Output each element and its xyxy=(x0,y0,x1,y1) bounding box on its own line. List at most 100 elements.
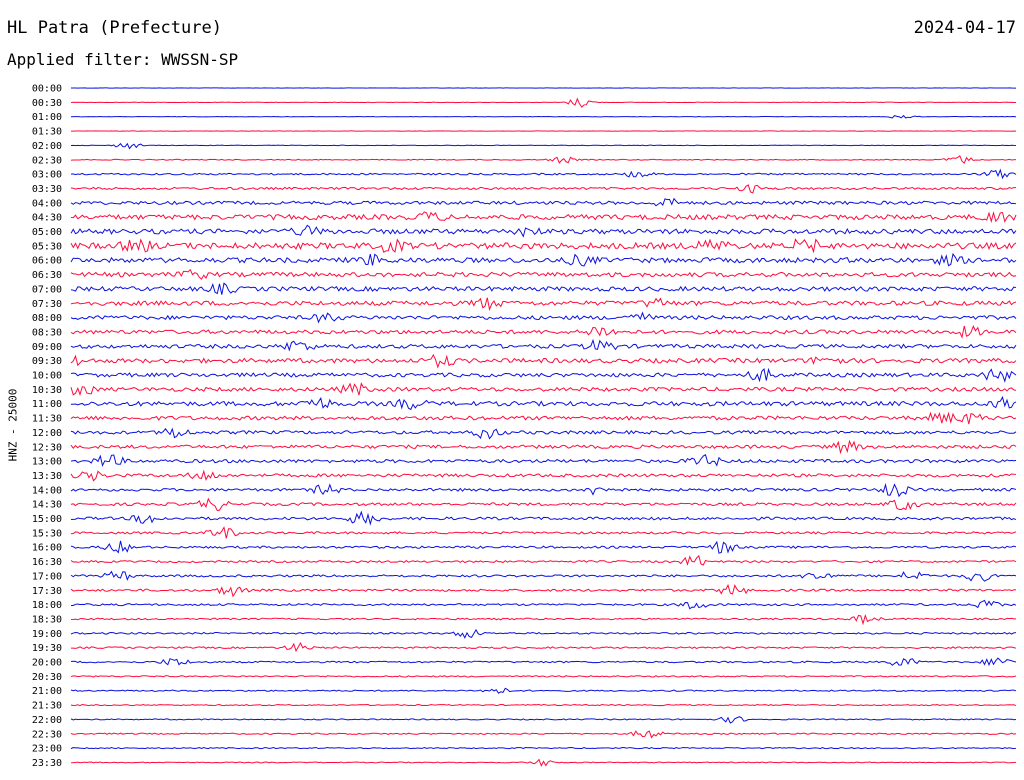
trace-1630 xyxy=(70,554,1017,566)
trace-0500 xyxy=(70,224,1017,238)
time-tick-label: 07:00 xyxy=(32,284,62,295)
time-tick-label: 06:00 xyxy=(32,256,62,267)
trace-0900 xyxy=(70,338,1017,352)
trace-1530 xyxy=(70,526,1017,539)
time-tick-label: 15:30 xyxy=(32,528,62,539)
trace-1000 xyxy=(70,367,1017,383)
trace-1900 xyxy=(70,628,1017,639)
time-tick-label: 17:30 xyxy=(32,586,62,597)
trace-1800 xyxy=(70,599,1017,610)
station-title: HL Patra (Prefecture) xyxy=(7,18,222,38)
time-tick-label: 10:00 xyxy=(32,371,62,382)
time-tick-label: 16:30 xyxy=(32,557,62,568)
time-tick-label: 01:30 xyxy=(32,127,62,138)
trace-1230 xyxy=(70,439,1017,455)
trace-2130 xyxy=(70,703,1017,707)
time-tick-label: 18:30 xyxy=(32,614,62,625)
trace-0830 xyxy=(70,324,1017,339)
trace-0930 xyxy=(70,353,1017,369)
time-tick-label: 01:00 xyxy=(32,112,62,123)
filter-label: Applied filter: WWSSN-SP xyxy=(7,50,239,69)
trace-0700 xyxy=(70,282,1017,295)
trace-1400 xyxy=(70,482,1017,498)
trace-0400 xyxy=(70,197,1017,207)
time-tick-label: 22:00 xyxy=(32,715,62,726)
trace-2030 xyxy=(70,675,1017,678)
trace-1300 xyxy=(70,454,1017,467)
time-tick-label: 21:30 xyxy=(32,701,62,712)
trace-0230 xyxy=(70,154,1017,164)
time-tick-label: 08:00 xyxy=(32,313,62,324)
time-tick-label: 04:30 xyxy=(32,213,62,224)
time-tick-label: 13:30 xyxy=(32,471,62,482)
time-tick-label: 09:00 xyxy=(32,342,62,353)
trace-1330 xyxy=(70,469,1017,482)
time-tick-label: 21:00 xyxy=(32,686,62,697)
trace-1500 xyxy=(70,510,1017,526)
time-tick-label: 02:00 xyxy=(32,141,62,152)
trace-0530 xyxy=(70,238,1017,254)
time-tick-labels: 00:00 00:30 01:00 01:30 02:00 02:30 03:00 03:30… xyxy=(32,84,62,769)
trace-1430 xyxy=(70,497,1017,512)
trace-0200 xyxy=(70,142,1017,150)
trace-2230 xyxy=(70,730,1017,739)
time-tick-label: 20:00 xyxy=(32,658,62,669)
trace-0430 xyxy=(70,211,1017,224)
time-tick-label: 14:30 xyxy=(32,500,62,511)
time-tick-label: 06:30 xyxy=(32,270,62,281)
time-tick-label: 15:00 xyxy=(32,514,62,525)
trace-0100 xyxy=(70,114,1017,119)
time-tick-label: 16:00 xyxy=(32,543,62,554)
trace-0730 xyxy=(70,297,1017,312)
trace-1700 xyxy=(70,570,1017,582)
time-tick-label: 08:30 xyxy=(32,327,62,338)
time-tick-label: 11:30 xyxy=(32,414,62,425)
time-tick-label: 03:30 xyxy=(32,184,62,195)
trace-1830 xyxy=(70,613,1017,626)
time-tick-label: 05:00 xyxy=(32,227,62,238)
trace-2000 xyxy=(70,657,1017,667)
time-tick-label: 19:00 xyxy=(32,629,62,640)
trace-2300 xyxy=(70,747,1017,750)
time-tick-label: 12:30 xyxy=(32,442,62,453)
time-tick-label: 17:00 xyxy=(32,571,62,582)
time-tick-label: 13:00 xyxy=(32,457,62,468)
time-tick-label: 03:00 xyxy=(32,170,62,181)
time-tick-label: 22:30 xyxy=(32,729,62,740)
time-tick-label: 07:30 xyxy=(32,299,62,310)
trace-1200 xyxy=(70,427,1017,440)
trace-0800 xyxy=(70,311,1017,324)
trace-0630 xyxy=(70,268,1017,280)
time-tick-label: 02:30 xyxy=(32,155,62,166)
time-tick-label: 23:00 xyxy=(32,744,62,755)
time-tick-label: 14:00 xyxy=(32,485,62,496)
trace-1030 xyxy=(70,382,1017,397)
trace-1600 xyxy=(70,540,1017,554)
time-tick-label: 09:30 xyxy=(32,356,62,367)
trace-1930 xyxy=(70,641,1017,653)
time-tick-label: 00:00 xyxy=(32,84,62,95)
time-tick-label: 19:30 xyxy=(32,643,62,654)
date-label: 2024-04-17 xyxy=(913,18,1016,38)
trace-0600 xyxy=(70,252,1017,267)
trace-1730 xyxy=(70,583,1017,598)
trace-0030 xyxy=(70,97,1017,108)
time-tick-label: 20:30 xyxy=(32,672,62,683)
time-tick-label: 12:00 xyxy=(32,428,62,439)
time-tick-label: 18:00 xyxy=(32,600,62,611)
time-tick-label: 05:30 xyxy=(32,241,62,252)
trace-1100 xyxy=(70,395,1017,411)
trace-0300 xyxy=(70,168,1017,180)
seismic-traces xyxy=(70,87,1017,767)
trace-2200 xyxy=(70,716,1017,724)
time-tick-label: 11:00 xyxy=(32,399,62,410)
trace-2100 xyxy=(70,687,1017,694)
time-tick-label: 00:30 xyxy=(32,98,62,109)
trace-0330 xyxy=(70,184,1017,194)
time-tick-label: 04:00 xyxy=(32,198,62,209)
trace-2330 xyxy=(70,758,1017,767)
trace-1130 xyxy=(70,411,1017,425)
time-tick-label: 10:30 xyxy=(32,385,62,396)
time-tick-label: 23:30 xyxy=(32,758,62,769)
